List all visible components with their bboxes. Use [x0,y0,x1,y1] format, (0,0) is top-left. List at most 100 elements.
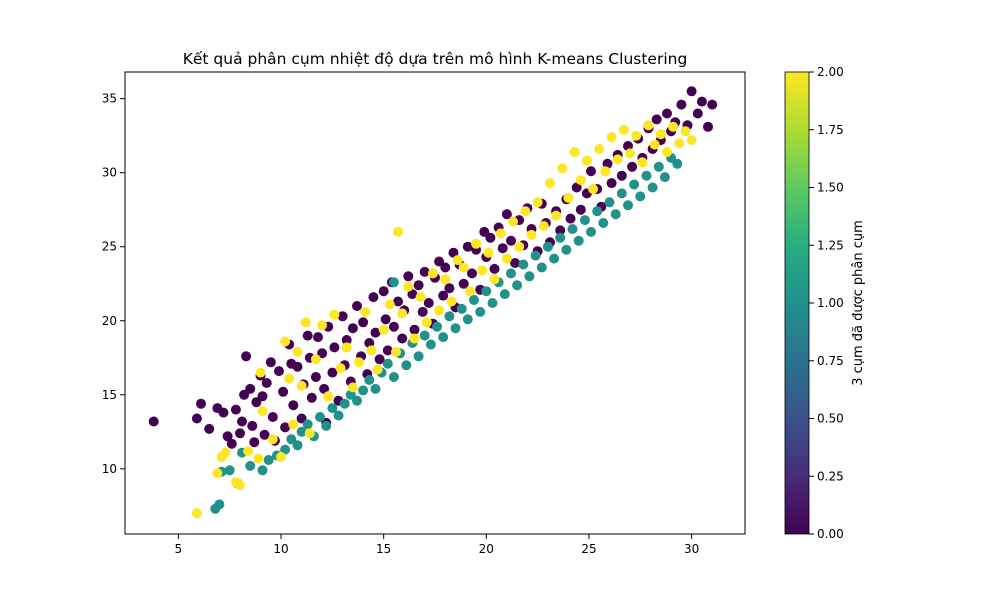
data-point-cluster-0 [462,241,473,252]
colorbar-tick-label: 1.00 [817,296,844,310]
data-point-cluster-0 [352,301,362,311]
data-point-cluster-1 [364,375,375,385]
data-point-cluster-1 [610,209,621,220]
data-point-cluster-1 [450,323,461,334]
x-tick-label: 25 [581,542,596,556]
data-point-cluster-2 [452,255,463,266]
data-point-cluster-2 [403,281,414,292]
data-point-cluster-2 [360,306,371,317]
data-point-cluster-2 [243,446,254,457]
y-tick-label: 35 [102,92,117,106]
data-point-cluster-2 [532,197,543,208]
data-point-cluster-1 [358,385,369,396]
data-point-cluster-1 [598,218,609,228]
data-point-cluster-2 [588,184,599,194]
data-point-cluster-2 [391,346,401,357]
data-point-cluster-2 [296,380,307,391]
data-point-cluster-0 [317,348,328,359]
y-tick-label: 20 [102,314,117,328]
data-point-cluster-0 [506,235,516,246]
data-point-cluster-0 [329,342,340,353]
data-point-cluster-0 [267,412,278,422]
data-point-cluster-0 [696,96,707,107]
data-point-cluster-1 [542,241,553,252]
data-point-cluster-0 [241,351,252,362]
data-point-cluster-1 [257,465,268,476]
data-point-cluster-0 [235,428,245,439]
data-point-cluster-0 [388,321,399,332]
data-point-cluster-1 [456,303,467,314]
data-point-cluster-0 [341,335,352,345]
data-point-cluster-2 [384,299,395,310]
data-point-cluster-0 [497,243,508,254]
data-point-cluster-1 [524,271,535,282]
data-point-cluster-2 [288,419,299,430]
data-point-cluster-0 [393,296,403,307]
data-point-cluster-0 [237,416,247,427]
data-point-cluster-1 [352,395,362,406]
colorbar-tick-label: 1.50 [817,181,844,195]
data-point-cluster-1 [647,182,658,193]
data-point-cluster-2 [235,480,245,491]
data-point-cluster-1 [425,339,436,350]
data-point-cluster-0 [467,268,477,279]
data-point-cluster-2 [341,342,352,353]
data-point-cluster-2 [514,241,525,252]
data-point-cluster-0 [313,332,323,343]
data-point-cluster-1 [616,188,627,199]
data-point-cluster-0 [368,292,379,303]
data-point-cluster-1 [555,232,566,243]
colorbar-tick-label: 0.00 [817,527,844,541]
colorbar-ticks: 0.00 0.25 0.50 0.75 1.00 1.25 1.50 1.75 2.00 [809,65,844,541]
data-point-cluster-1 [444,311,455,322]
data-point-cluster-2 [415,292,426,303]
data-point-cluster-0 [438,290,449,301]
data-point-cluster-1 [579,215,590,226]
data-point-cluster-1 [567,224,578,234]
data-point-cluster-2 [354,357,364,368]
data-point-cluster-0 [196,398,206,409]
data-point-cluster-1 [370,383,381,394]
colorbar-label: 3 cụm đã được phân cụm [851,220,866,386]
data-point-cluster-1 [475,306,486,317]
data-point-cluster-0 [627,161,638,172]
chart-title: Kết quả phân cụm nhiệt độ dựa trên mô hì… [183,50,688,68]
data-point-cluster-0 [485,232,496,243]
data-point-cluster-0 [413,280,424,291]
data-point-cluster-0 [378,286,389,297]
data-point-cluster-2 [569,147,580,157]
data-point-cluster-0 [245,383,256,394]
data-point-cluster-0 [148,416,159,427]
data-point-cluster-1 [592,206,603,217]
data-point-cluster-0 [555,225,566,236]
data-point-cluster-1 [388,277,399,288]
data-point-cluster-0 [444,283,455,294]
data-point-cluster-0 [703,121,713,132]
data-point-cluster-1 [302,419,313,430]
data-point-cluster-0 [218,407,229,418]
data-point-cluster-2 [668,121,679,132]
data-point-cluster-0 [662,108,672,119]
data-point-cluster-2 [276,452,286,462]
data-point-cluster-0 [434,256,445,267]
data-point-cluster-2 [255,367,266,378]
colorbar [784,71,810,535]
data-point-cluster-0 [226,438,237,449]
data-point-cluster-0 [337,311,348,322]
data-point-cluster-2 [563,192,574,203]
data-point-cluster-1 [413,351,424,362]
data-point-cluster-1 [653,161,664,172]
data-point-cluster-2 [637,157,648,168]
data-point-cluster-2 [606,132,617,143]
data-point-cluster-1 [432,321,443,332]
data-point-cluster-2 [280,336,291,347]
data-point-cluster-0 [380,314,391,325]
data-point-cluster-1 [401,360,412,371]
data-point-cluster-2 [292,346,303,357]
data-point-cluster-2 [329,309,340,320]
data-point-cluster-1 [518,259,529,270]
data-point-cluster-1 [481,286,492,297]
y-axis: 10 15 20 25 30 35 [102,92,125,476]
data-point-cluster-1 [499,289,510,300]
